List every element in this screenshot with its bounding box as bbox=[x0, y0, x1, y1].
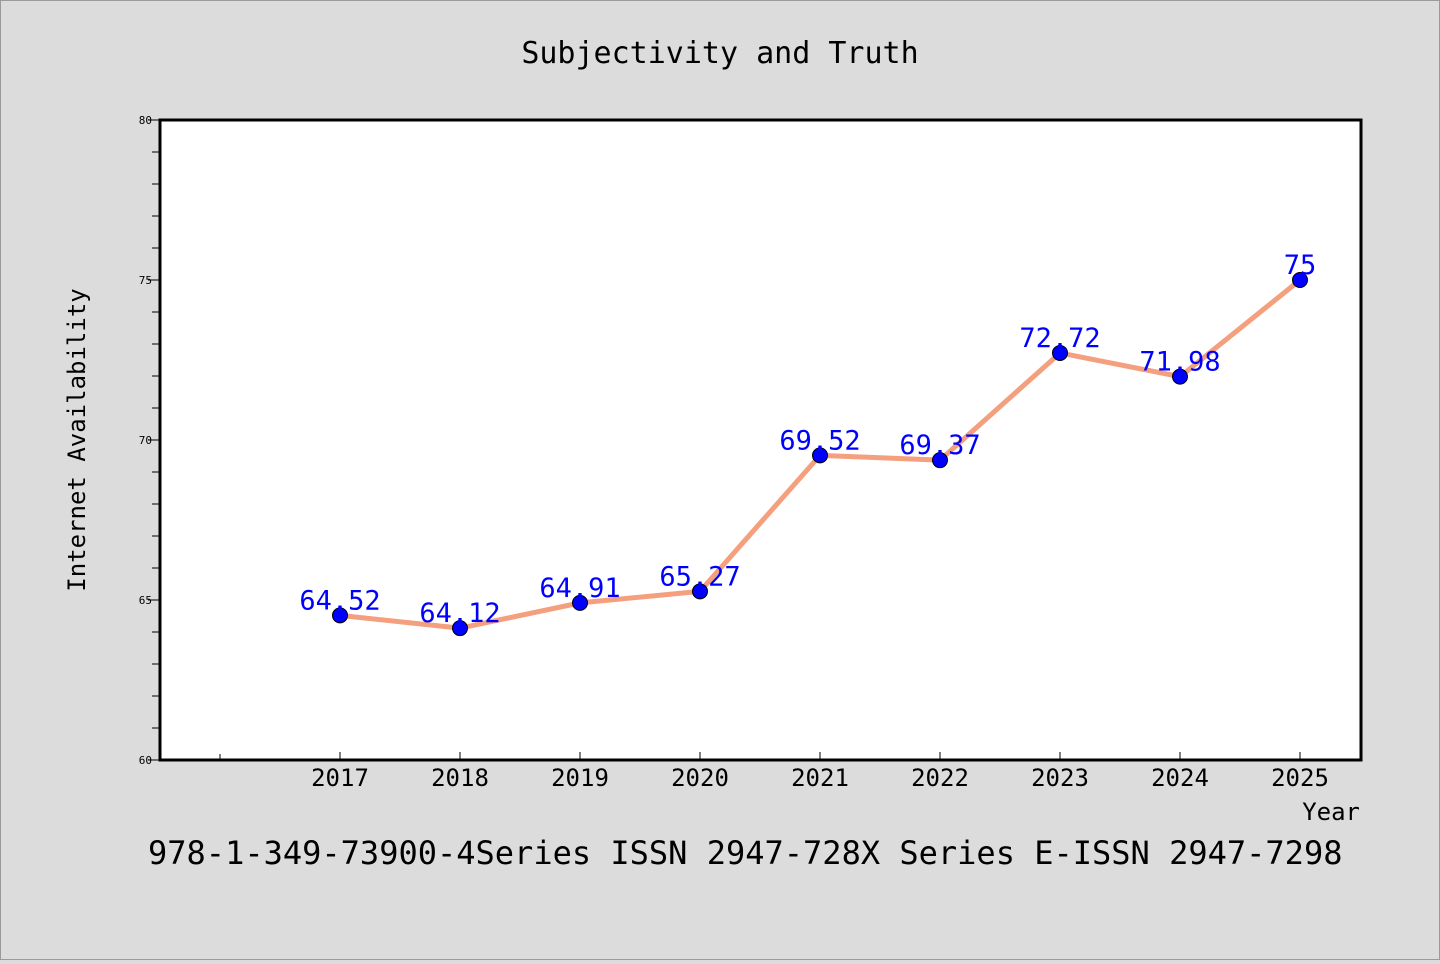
x-tick-label: 2025 bbox=[1271, 764, 1329, 792]
data-point bbox=[452, 620, 468, 637]
series-layer: 64.52 64.12 64.91 65.27 69.52 69.37 72.72 71.98… bbox=[299, 250, 1317, 637]
footer-text: 978-1-349-73900-4Series ISSN 2947-728X S… bbox=[148, 834, 1342, 872]
x-axis-label: Year bbox=[1302, 798, 1360, 826]
data-point bbox=[692, 583, 708, 600]
data-point bbox=[332, 607, 348, 624]
data-label: 64.52 bbox=[299, 585, 380, 616]
chart-title: Subjectivity and Truth bbox=[521, 36, 918, 71]
plot-frame bbox=[158, 118, 1363, 762]
x-tick-label: 2017 bbox=[311, 764, 369, 792]
y-tick-label: 75 bbox=[139, 274, 152, 287]
x-tick-label: 2019 bbox=[551, 764, 609, 792]
y-tick-label: 80 bbox=[139, 114, 152, 127]
x-tick-label: 2021 bbox=[791, 764, 849, 792]
data-label: 75 bbox=[1284, 250, 1317, 281]
data-point bbox=[1052, 344, 1068, 361]
data-point bbox=[932, 452, 948, 469]
x-axis-ticks: 2017 2018 2019 2020 2021 2022 2023 2024 2025 bbox=[219, 752, 1329, 792]
x-tick-label: 2024 bbox=[1151, 764, 1209, 792]
data-label: 71.98 bbox=[1139, 347, 1220, 378]
x-tick-label: 2018 bbox=[431, 764, 489, 792]
y-tick-label: 60 bbox=[139, 754, 152, 767]
data-label: 72.72 bbox=[1019, 323, 1100, 354]
data-point bbox=[1172, 368, 1188, 385]
data-label: 64.12 bbox=[419, 598, 500, 629]
y-tick-label: 70 bbox=[139, 434, 152, 447]
x-tick-label: 2023 bbox=[1031, 764, 1089, 792]
data-label: 65.27 bbox=[659, 561, 740, 592]
data-point bbox=[812, 447, 828, 464]
data-label: 69.52 bbox=[779, 425, 860, 456]
plot-area bbox=[160, 120, 1361, 760]
y-axis-label: Internet Availability bbox=[63, 288, 91, 591]
data-point bbox=[572, 594, 588, 611]
data-label: 69.37 bbox=[899, 430, 980, 461]
x-tick-label: 2020 bbox=[671, 764, 729, 792]
data-label: 64.91 bbox=[539, 573, 620, 604]
y-tick-label: 65 bbox=[139, 594, 152, 607]
y-axis-ticks: 60 65 70 75 80 bbox=[139, 114, 160, 767]
x-tick-label: 2022 bbox=[911, 764, 969, 792]
data-point bbox=[1292, 272, 1308, 288]
